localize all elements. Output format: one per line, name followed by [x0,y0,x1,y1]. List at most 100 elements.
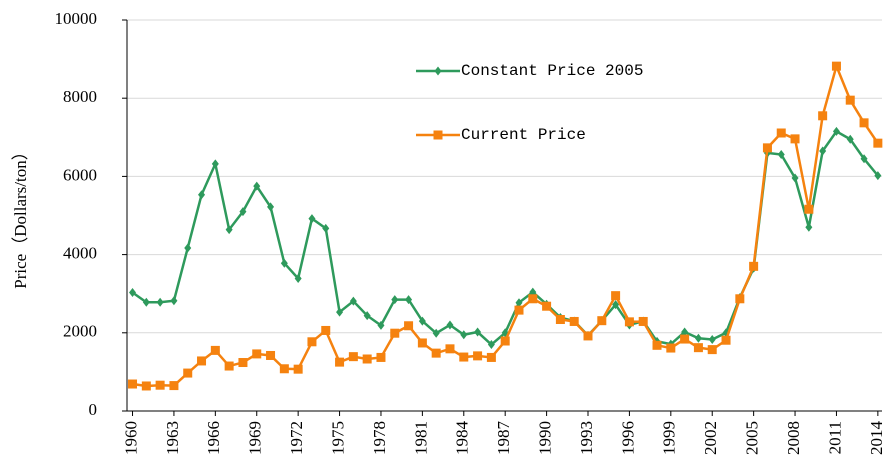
data-point [267,202,275,212]
y-tick-label: 0 [89,400,98,419]
data-point [307,337,317,347]
data-point [790,134,800,144]
data-point [514,305,524,315]
data-point [184,243,192,253]
data-point [860,154,868,164]
y-tick-label: 10000 [55,9,98,28]
y-tick-label: 2000 [63,322,97,341]
data-point [749,261,759,271]
data-point [266,350,276,360]
data-point [583,331,593,341]
y-tick-label: 6000 [63,165,97,184]
data-point [294,273,302,283]
data-point [777,150,785,160]
data-point [391,295,399,305]
x-tick-label: 1978 [370,421,389,455]
data-point [652,340,662,350]
data-point [597,316,607,326]
data-point [417,338,427,348]
data-point [611,291,621,301]
data-point [474,327,482,337]
data-point [680,334,690,344]
data-point [804,204,814,214]
x-tick-label: 1966 [204,421,223,455]
data-point [819,146,827,156]
x-tick-label: 2002 [701,421,720,455]
x-tick-label: 1993 [577,421,596,455]
data-point [762,143,772,153]
x-tick-label: 1996 [618,421,637,455]
data-point [349,296,357,306]
data-point [252,349,262,359]
data-point [445,344,455,354]
data-point [473,351,483,361]
data-point [486,352,496,362]
data-point [253,181,261,191]
data-point [569,316,579,326]
x-tick-label: 1999 [660,421,679,455]
data-point [859,118,869,128]
data-point [873,138,883,148]
data-point [348,352,358,362]
data-point [460,330,468,340]
data-point [211,159,219,169]
x-tick-label: 2005 [743,421,762,455]
y-tick-label: 4000 [63,244,97,263]
data-point [418,316,426,326]
data-point [874,171,882,181]
data-point [321,325,331,335]
data-point [169,381,179,391]
x-tick-label: 1969 [246,421,265,455]
data-point [431,348,441,358]
data-point [141,381,151,391]
y-tick-label: 8000 [63,87,97,106]
data-point [404,321,414,331]
data-point [707,345,717,355]
data-point [156,297,164,307]
data-point [405,295,413,305]
data-point [735,294,745,304]
data-point [818,111,828,121]
data-point [376,352,386,362]
data-point [155,380,165,390]
data-point [805,222,813,232]
data-point [225,225,233,235]
data-point [210,345,220,355]
data-point [721,335,731,345]
x-tick-label: 2014 [867,421,886,456]
data-point [362,354,372,364]
data-point [831,61,841,71]
data-point [335,357,345,367]
data-point [293,364,303,374]
data-point [612,300,620,310]
data-point [638,316,648,326]
x-tick-label: 1990 [536,421,555,455]
data-point [224,361,234,371]
x-tick-label: 2011 [825,421,844,454]
data-point [694,333,702,343]
data-point [363,311,371,321]
data-point [170,296,178,306]
data-point [487,340,495,350]
data-point [336,307,344,317]
legend-label: Current Price [461,126,586,144]
data-point [322,223,330,233]
data-point [528,294,538,304]
data-point [776,128,786,138]
data-point [183,368,193,378]
data-point [390,328,400,338]
data-point [845,95,855,105]
x-tick-label: 1963 [163,421,182,455]
data-point [142,297,150,307]
data-point [542,301,552,311]
x-tick-label: 1981 [411,421,430,455]
x-tick-label: 2008 [784,421,803,455]
y-axis-label: Price（Dollars/ton） [11,143,30,288]
data-point [515,298,523,308]
data-point [128,379,138,389]
data-point [624,317,634,327]
data-point [708,334,716,344]
data-point [681,327,689,337]
x-tick-label: 1972 [287,421,306,455]
